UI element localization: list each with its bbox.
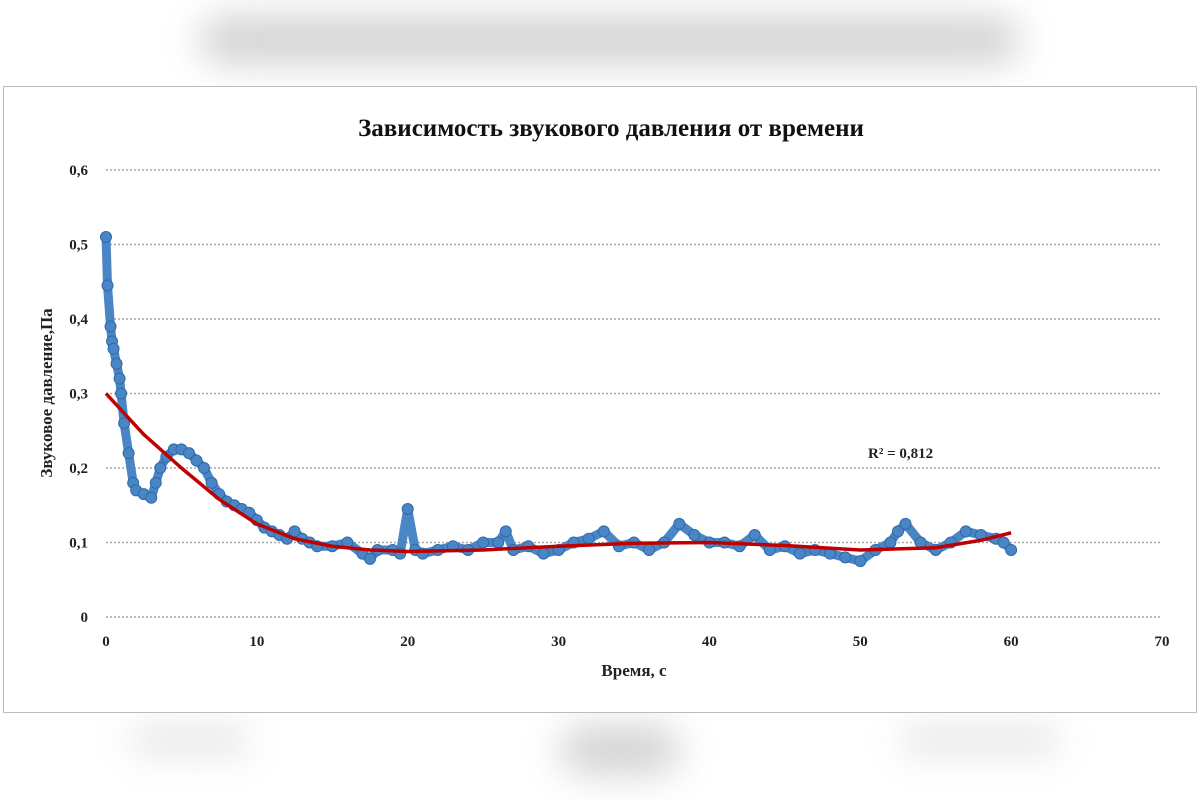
x-tick-label: 0 (102, 634, 110, 650)
x-tick-label: 70 (1155, 634, 1170, 650)
data-point (364, 552, 376, 565)
data-point (118, 417, 131, 430)
data-point (113, 372, 126, 385)
x-tick-label: 30 (551, 634, 566, 650)
y-tick-label: 0,1 (69, 536, 88, 552)
data-point (892, 525, 904, 538)
data-point (673, 517, 686, 530)
data-point (884, 536, 897, 549)
data-point (1005, 543, 1018, 556)
data-point (688, 529, 701, 542)
y-tick-label: 0 (81, 610, 89, 626)
data-point (997, 536, 1010, 549)
data-point (492, 536, 505, 549)
chart-frame (3, 86, 1197, 713)
data-point (110, 357, 123, 370)
data-point (115, 387, 128, 400)
data-point (748, 529, 761, 542)
data-point (107, 342, 120, 355)
y-tick-label: 0,4 (69, 312, 88, 328)
r-squared-annotation: R² = 0,812 (868, 446, 933, 462)
data-point (122, 447, 135, 460)
blurred-background (900, 725, 1060, 755)
trendline (104, 392, 1012, 554)
x-axis-label: Время, с (601, 661, 667, 680)
blurred-background (200, 15, 1020, 65)
data-point (597, 525, 610, 538)
data-point (477, 536, 490, 549)
data-point (643, 543, 656, 556)
x-tick-label: 10 (249, 634, 264, 650)
x-tick-label: 20 (400, 634, 415, 650)
x-tick-label: 40 (702, 634, 717, 650)
x-tick-label: 50 (853, 634, 868, 650)
chart-title: Зависимость звукового давления от времен… (358, 115, 864, 142)
data-point (145, 491, 158, 504)
data-point (793, 547, 806, 560)
y-tick-label: 0,5 (69, 238, 88, 254)
data-point (182, 447, 195, 460)
data-point (499, 525, 512, 538)
data-point (101, 279, 114, 292)
data-point (154, 462, 167, 474)
blurred-background (560, 725, 680, 775)
y-tick-label: 0,6 (69, 163, 88, 179)
y-axis-label: Звуковое давление,Па (37, 308, 56, 478)
y-tick-label: 0,3 (69, 387, 88, 403)
y-tick-label: 0,2 (69, 461, 88, 477)
blurred-background (130, 725, 250, 755)
data-point (198, 462, 211, 474)
data-point (839, 551, 852, 564)
data-point (854, 555, 867, 568)
data-point (899, 517, 912, 530)
data-point (288, 525, 301, 538)
data-point (190, 454, 203, 467)
data-point (959, 525, 972, 538)
data-point (582, 532, 595, 545)
data-point (104, 320, 117, 333)
data-point (401, 502, 414, 515)
data-point (205, 476, 218, 489)
data-point (100, 231, 112, 244)
data-point (149, 476, 162, 489)
x-tick-label: 60 (1004, 634, 1019, 650)
data-point (537, 547, 550, 560)
